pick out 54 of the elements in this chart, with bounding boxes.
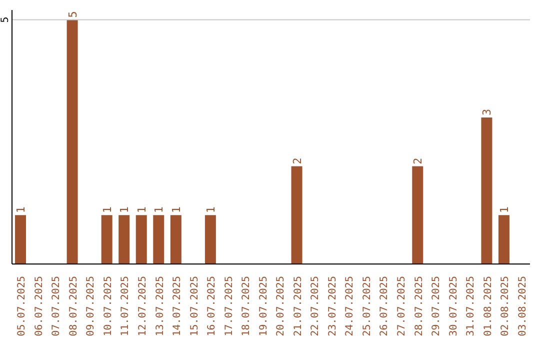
x-tick-label: 15.07.2025 bbox=[189, 276, 200, 336]
x-tick-label: 20.07.2025 bbox=[276, 276, 287, 336]
bar bbox=[412, 166, 424, 264]
data-label: 1 bbox=[152, 206, 166, 214]
x-tick-label: 13.07.2025 bbox=[154, 276, 166, 336]
x-tick-label: 31.07.2025 bbox=[466, 276, 477, 336]
data-label: 1 bbox=[204, 206, 218, 214]
data-label: 1 bbox=[135, 206, 148, 214]
x-tick-label: 25.07.2025 bbox=[362, 276, 373, 336]
x-tick-label: 16.07.2025 bbox=[206, 276, 218, 336]
data-label: 5 bbox=[66, 11, 80, 18]
bar bbox=[66, 20, 78, 264]
bar bbox=[136, 215, 147, 264]
data-label: 3 bbox=[480, 108, 494, 116]
x-tick-label: 28.07.2025 bbox=[414, 276, 425, 336]
bar bbox=[481, 117, 492, 264]
bar bbox=[15, 215, 26, 264]
x-tick-label: 26.07.2025 bbox=[379, 276, 390, 336]
data-label: 2 bbox=[412, 158, 425, 164]
x-tick-label: 22.07.2025 bbox=[310, 276, 322, 336]
x-tick-label: 10.07.2025 bbox=[102, 276, 114, 336]
data-label: 1 bbox=[498, 206, 511, 214]
x-tick-label: 08.07.2025 bbox=[68, 276, 80, 336]
x-tick-label: 23.07.2025 bbox=[327, 276, 338, 336]
data-label: 2 bbox=[290, 158, 304, 164]
data-label: 1 bbox=[170, 206, 183, 214]
x-tick-label: 07.07.2025 bbox=[51, 276, 62, 336]
data-label: 1 bbox=[14, 206, 28, 214]
x-tick-label: 29.07.2025 bbox=[431, 276, 442, 336]
x-tick-label: 02.08.2025 bbox=[500, 276, 512, 336]
x-tick-label: 24.07.2025 bbox=[344, 276, 356, 336]
bar bbox=[170, 215, 182, 264]
bar bbox=[498, 215, 510, 264]
x-tick-label: 09.07.2025 bbox=[86, 276, 97, 336]
bar bbox=[118, 215, 130, 264]
bar bbox=[204, 215, 216, 264]
x-tick-label: 21.07.2025 bbox=[292, 276, 304, 336]
x-tick-label: 12.07.2025 bbox=[138, 276, 148, 336]
x-tick-label: 27.07.2025 bbox=[396, 276, 408, 336]
x-tick-label: 03.08.2025 bbox=[517, 276, 528, 336]
x-tick-label: 05.07.2025 bbox=[16, 276, 28, 336]
bar bbox=[101, 215, 112, 264]
x-tick-label: 01.08.2025 bbox=[482, 276, 494, 336]
data-label: 1 bbox=[100, 206, 114, 214]
x-tick-label: 19.07.2025 bbox=[258, 276, 270, 336]
bar bbox=[153, 215, 164, 264]
x-tick-label: 11.07.2025 bbox=[120, 276, 132, 336]
bar bbox=[291, 166, 302, 264]
x-tick-label: 06.07.2025 bbox=[34, 276, 45, 336]
data-label: 1 bbox=[118, 206, 132, 214]
x-tick-label: 17.07.2025 bbox=[224, 276, 235, 336]
x-tick-label: 14.07.2025 bbox=[172, 276, 184, 336]
x-tick-label: 30.07.2025 bbox=[448, 276, 460, 336]
x-tick-label: 18.07.2025 bbox=[241, 276, 252, 336]
